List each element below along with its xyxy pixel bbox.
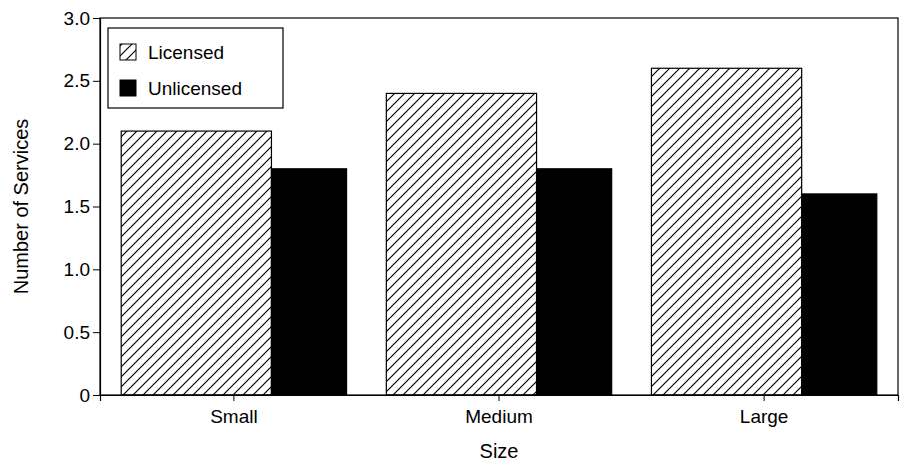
y-tick-mark: [93, 144, 100, 145]
y-tick: 3.0: [64, 8, 100, 29]
x-axis-title: Size: [480, 440, 519, 462]
y-tick-mark: [93, 332, 100, 333]
bar: [802, 194, 877, 395]
x-axis-line: [101, 396, 899, 402]
x-tick-label: Large: [740, 406, 789, 427]
y-tick: 2.5: [64, 70, 100, 91]
y-tick-mark: [93, 207, 100, 208]
plot-frame: [100, 18, 898, 395]
y-tick-mark: [93, 81, 100, 82]
y-tick-label: 0.5: [64, 322, 90, 343]
x-tick-label: Medium: [465, 406, 533, 427]
plot: 0 0.5 1.0 1.5 2.0 2.5 3.0 Small Medium Large: [64, 8, 899, 427]
x-tick-mark: [499, 395, 500, 401]
y-tick: 2.0: [64, 133, 100, 154]
bar: [386, 93, 536, 395]
y-tick: 1.5: [64, 196, 100, 217]
x-tick: Small: [210, 395, 258, 427]
y-tick-label: 2.0: [64, 133, 90, 154]
y-axis-line: [93, 19, 101, 396]
y-tick-mark: [93, 395, 100, 396]
y-tick: 0.5: [64, 322, 100, 343]
legend-swatch: [120, 80, 136, 96]
x-tick: Large: [740, 395, 789, 427]
y-tick-label: 2.5: [64, 70, 90, 91]
x-axis: Small Medium Large: [101, 395, 899, 427]
y-tick: 0: [79, 385, 100, 406]
chart: 0 0.5 1.0 1.5 2.0 2.5 3.0 Small Medium Large Size N…: [0, 0, 901, 469]
y-axis-title: Number of Services: [10, 119, 32, 295]
x-tick: Medium: [465, 395, 533, 427]
y-axis: 0 0.5 1.0 1.5 2.0 2.5 3.0: [64, 8, 101, 406]
x-tick-label: Small: [210, 406, 258, 427]
legend: Licensed Unlicensed: [108, 28, 283, 108]
bar: [271, 169, 346, 395]
legend-swatch: [120, 44, 136, 60]
x-tick-mark: [233, 395, 234, 401]
bars: [121, 68, 877, 395]
x-tick-mark: [764, 395, 765, 401]
y-tick-label: 1.0: [64, 259, 90, 280]
bar: [537, 169, 612, 395]
bar: [651, 68, 801, 395]
y-tick-mark: [93, 269, 100, 270]
y-tick-mark: [93, 18, 100, 19]
legend-box: [108, 28, 283, 108]
y-tick: 1.0: [64, 259, 100, 280]
y-tick-label: 0: [79, 385, 90, 406]
legend-label: Unlicensed: [148, 78, 242, 99]
y-tick-label: 1.5: [64, 196, 90, 217]
bar: [121, 131, 271, 395]
y-tick-label: 3.0: [64, 8, 90, 29]
legend-label: Licensed: [148, 42, 224, 63]
